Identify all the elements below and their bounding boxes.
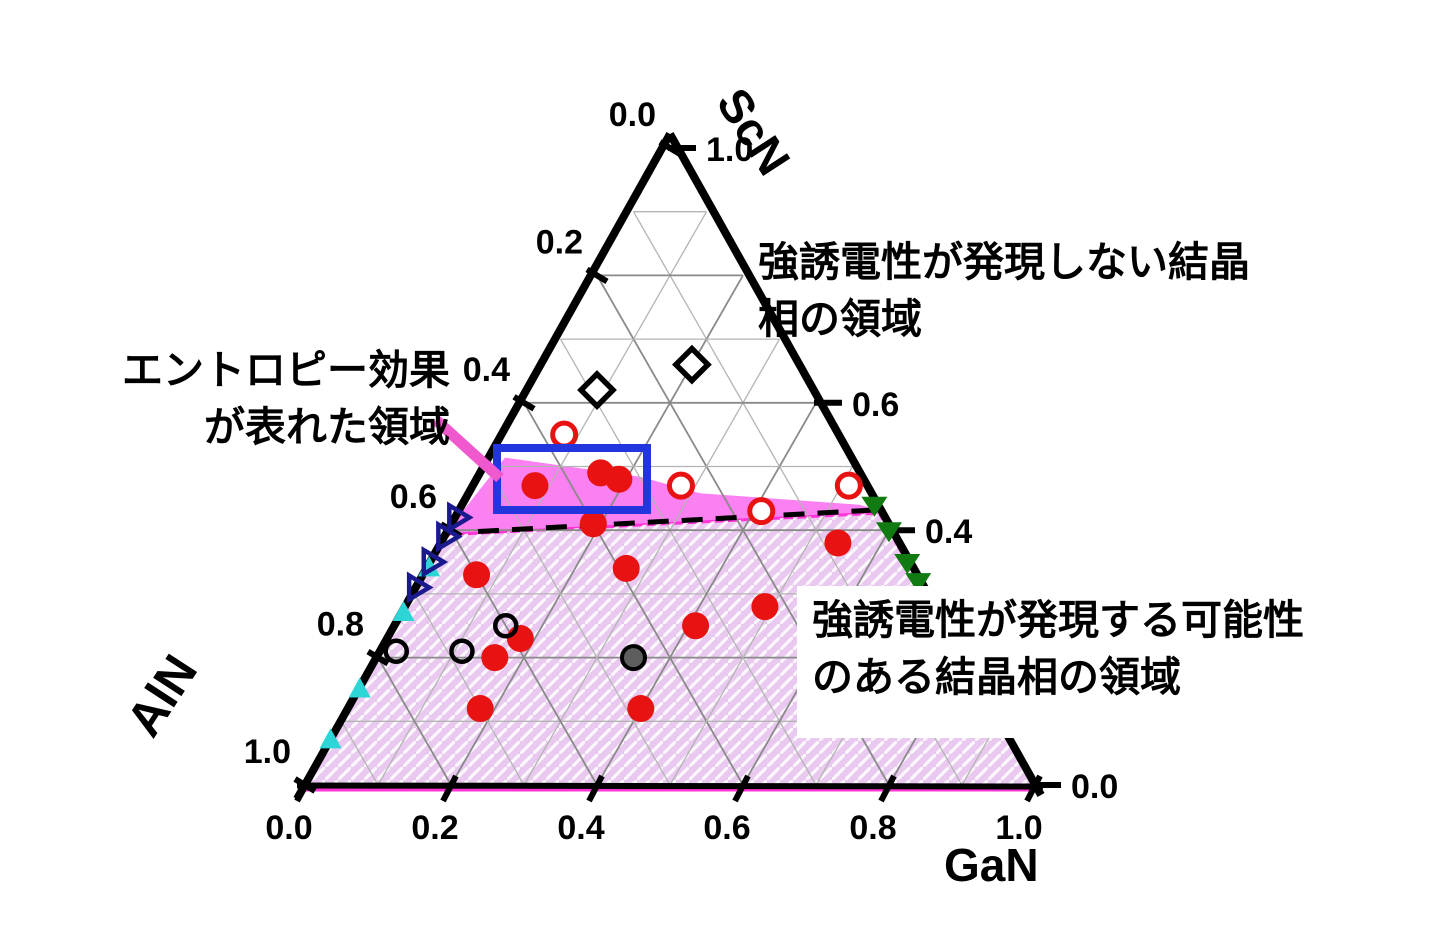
marker-red-filled-circle: [612, 554, 640, 582]
left-axis-tick-label: 0.0: [609, 96, 656, 134]
marker-red-filled-circle: [506, 624, 534, 652]
left-axis-tick-label: 0.8: [317, 606, 364, 644]
marker-black-open-diamond: [672, 344, 712, 385]
marker-red-filled-circle: [521, 472, 549, 500]
annotation-line: 強誘電性が発現しない結晶: [758, 239, 1250, 285]
grid-line: [377, 657, 452, 786]
bottom-axis-tick: [294, 774, 313, 803]
grid-line: [559, 338, 817, 786]
marker-green-filled-triangle-down: [905, 573, 932, 594]
bottom-axis-tick: [878, 774, 897, 803]
marker-green-filled-triangle-down: [894, 554, 921, 575]
bottom-axis-tick-label: 0.4: [557, 809, 604, 847]
bottom-axis-tick-label: 0.2: [411, 809, 458, 847]
marker-cyan-filled-triangle-up: [348, 677, 371, 698]
annotation-line: 相の領域: [758, 296, 922, 342]
annotation-line: のある結晶相の領域: [812, 654, 1181, 700]
marker-navy-open-triangle-right: [406, 571, 434, 604]
bottom-axis-tick-label: 1.0: [995, 809, 1042, 847]
marker-red-open-circle: [747, 497, 776, 526]
grid-line: [340, 720, 379, 786]
bottom-axis-tick-label: 0.8: [849, 809, 896, 847]
left-axis-tick-label: 0.6: [390, 478, 437, 516]
axis-label-gan: GaN: [944, 839, 1039, 891]
annotation-no-ferroelectric-region: 強誘電性が発現しない結晶 相の領域: [758, 234, 1250, 348]
right-axis-tick-label: 0.0: [1071, 768, 1118, 806]
grid-line: [523, 338, 781, 786]
marker-black-open-circle: [493, 613, 519, 639]
marker-red-open-circle: [666, 471, 695, 500]
marker-red-filled-circle: [579, 510, 607, 538]
marker-red-filled-circle: [481, 644, 509, 672]
marker-red-filled-circle: [682, 612, 710, 640]
marker-navy-open-triangle-right: [421, 546, 449, 579]
marker-green-filled-triangle-down: [876, 522, 902, 543]
grid-line: [377, 211, 708, 786]
annotation-ferro-possible-region: 強誘電性が発現する可能性 のある結晶相の領域: [812, 592, 1304, 706]
entropy-callout-arrow: [432, 415, 504, 483]
bottom-axis-tick: [586, 774, 605, 803]
annotation-line: エントロピー効果: [122, 347, 450, 393]
annotation-line: が表れた領域: [204, 404, 450, 450]
marker-red-open-circle: [834, 471, 863, 500]
bottom-axis-tick: [732, 774, 751, 803]
annotation-entropy-region: エントロピー効果 が表れた領域: [40, 342, 450, 456]
annotation-line: 強誘電性が発現する可能性: [812, 597, 1304, 643]
marker-gray-filled-circle: [620, 644, 647, 672]
right-axis-tick-label: 1.0: [706, 131, 753, 169]
bottom-axis-tick-label: 0.6: [703, 809, 750, 847]
grid-line: [669, 466, 854, 786]
left-axis-tick-label: 1.0: [244, 733, 291, 771]
marker-black-open-circle: [383, 638, 409, 664]
marker-navy-open-triangle-right: [436, 520, 463, 553]
left-axis-tick: [366, 649, 390, 667]
bottom-axis-tick: [1024, 774, 1043, 803]
grid-line: [486, 466, 671, 786]
bottom-axis-tick: [440, 774, 459, 803]
marker-navy-open-triangle-right: [447, 501, 474, 534]
bottom-axis-tick-label: 0.0: [265, 809, 312, 847]
right-axis-tick-label: 0.6: [852, 386, 899, 424]
marker-black-open-circle: [449, 638, 475, 664]
grid-line: [413, 593, 525, 786]
marker-black-open-diamond: [577, 370, 617, 410]
marker-red-filled-circle: [627, 695, 655, 723]
left-axis-tick-label: 0.2: [536, 223, 583, 261]
marker-red-filled-circle: [463, 561, 491, 589]
left-axis-tick-label: 0.4: [463, 351, 510, 389]
right-axis-tick-label: 0.4: [925, 513, 972, 551]
marker-green-filled-triangle-down: [861, 496, 888, 517]
marker-cyan-filled-triangle-up: [392, 601, 415, 622]
marker-red-filled-circle: [466, 695, 494, 723]
left-axis-tick: [585, 266, 609, 284]
bottom-axis: [296, 782, 1044, 790]
marker-red-open-circle: [550, 420, 579, 449]
marker-red-filled-circle: [605, 465, 633, 493]
marker-red-filled-circle: [824, 529, 852, 557]
left-axis-tick: [512, 394, 536, 412]
marker-red-filled-circle: [751, 593, 779, 621]
marker-cyan-filled-triangle-up: [319, 728, 342, 749]
ferro-possible-label-background: [797, 586, 1413, 738]
